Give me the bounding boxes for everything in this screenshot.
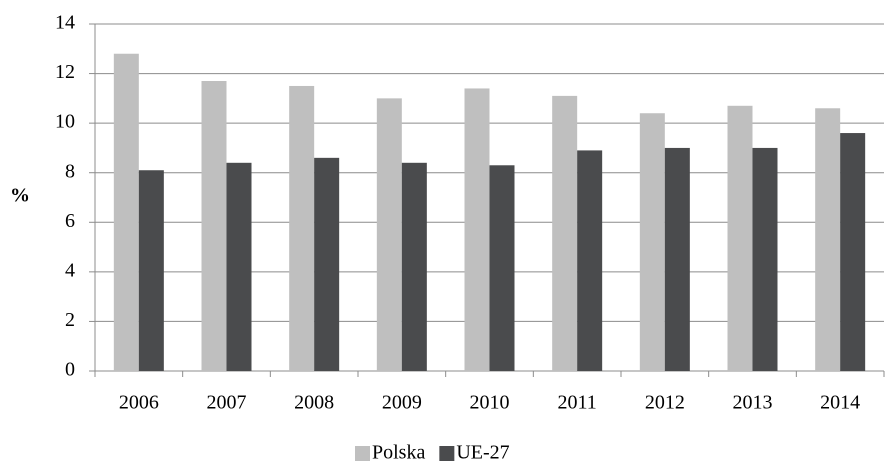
bar: [113, 53, 139, 371]
y-tick-label: 0: [65, 359, 75, 381]
y-tick-label: 14: [55, 12, 75, 34]
bar: [664, 147, 690, 371]
bar: [727, 105, 753, 372]
legend-swatch: [355, 446, 370, 461]
bar: [752, 147, 778, 371]
x-tick-label: 2009: [382, 392, 422, 414]
bar: [552, 95, 578, 371]
y-tick-label: 10: [55, 111, 75, 133]
legend-label: UE-27: [456, 442, 509, 464]
y-tick-label: 12: [55, 61, 75, 83]
legend-label: Polska: [372, 442, 425, 464]
bar: [201, 81, 227, 371]
bar: [639, 113, 665, 371]
y-tick-label: 4: [65, 259, 75, 281]
bar: [314, 157, 340, 371]
y-tick-label: 2: [65, 309, 75, 331]
x-tick-label: 2007: [207, 392, 247, 414]
x-tick-label: 2010: [470, 392, 510, 414]
legend-swatch: [439, 446, 455, 461]
y-axis-label: %: [10, 185, 30, 207]
bar: [840, 133, 866, 371]
bar: [489, 165, 515, 371]
x-tick-label: 2014: [820, 392, 860, 414]
bar: [464, 88, 490, 371]
bar: [376, 98, 402, 371]
bar: [815, 108, 841, 372]
x-tick-label: 2012: [645, 392, 685, 414]
bar: [401, 162, 427, 371]
x-tick-label: 2013: [733, 392, 773, 414]
x-tick-label: 2011: [558, 392, 597, 414]
bar: [226, 162, 252, 371]
bar: [289, 85, 315, 371]
y-tick-label: 6: [65, 210, 75, 232]
x-tick-label: 2008: [294, 392, 334, 414]
x-tick-label: 2006: [119, 392, 159, 414]
bar: [577, 150, 603, 371]
bar: [138, 170, 164, 371]
y-tick-label: 8: [65, 160, 75, 182]
